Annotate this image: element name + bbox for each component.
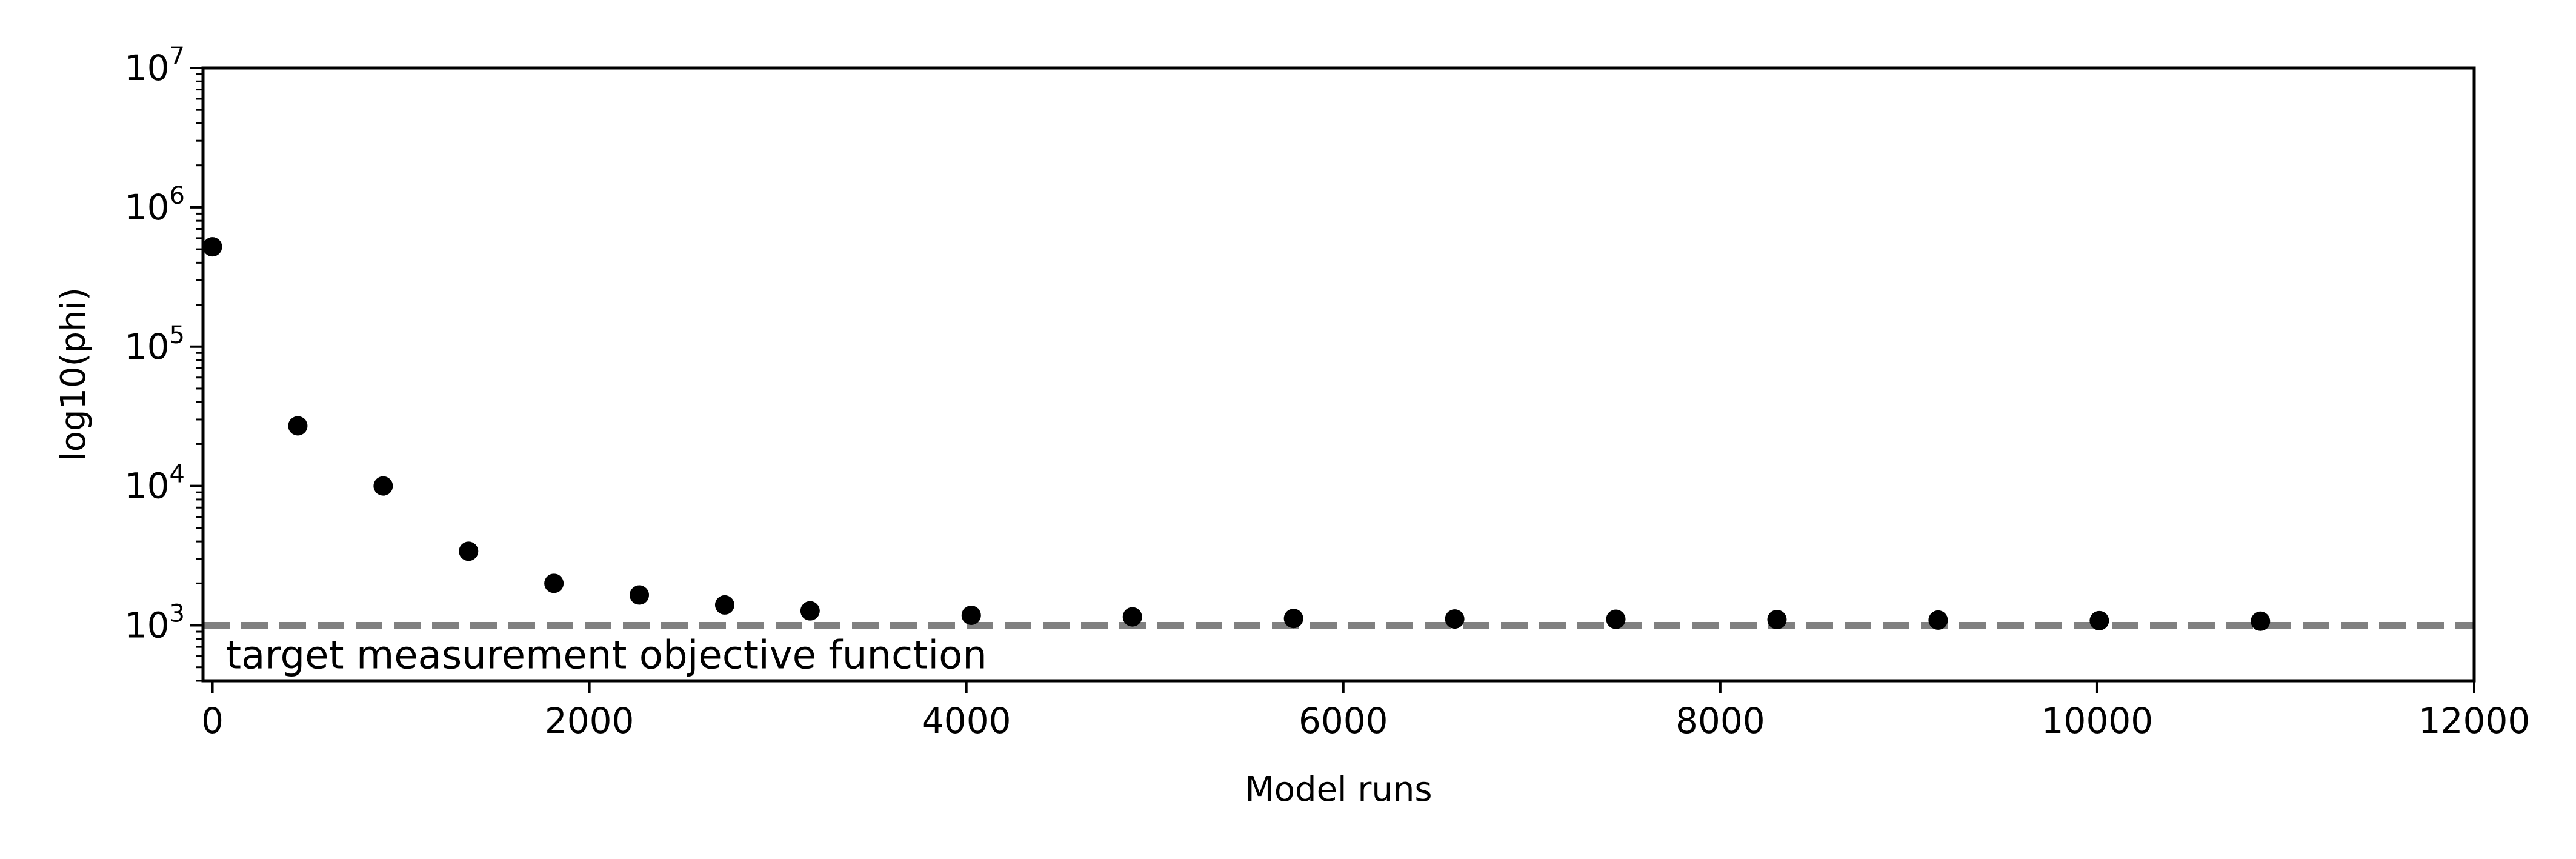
data-point — [1283, 609, 1303, 629]
data-point — [2251, 611, 2271, 631]
data-point — [202, 237, 222, 257]
x-tick-label: 0 — [201, 700, 224, 741]
y-tick-label: 107 — [125, 42, 185, 89]
y-tick-exponent: 7 — [170, 42, 185, 70]
y-tick-label: 106 — [125, 182, 185, 228]
data-points — [202, 237, 2271, 631]
y-axis-label: log10(phi) — [54, 287, 93, 461]
data-point — [2089, 610, 2109, 630]
data-point — [800, 601, 820, 621]
y-tick-exponent: 6 — [170, 182, 185, 210]
data-point — [459, 541, 479, 561]
y-tick-base: 10 — [125, 187, 170, 228]
data-point — [1122, 607, 1142, 627]
data-point — [961, 605, 981, 625]
x-tick-label: 6000 — [1299, 700, 1388, 741]
data-point — [1928, 610, 1948, 630]
x-axis-ticks: 0 2000 4000 6000 8000 10000 12000 — [201, 681, 2530, 741]
reference-line-label: target measurement objective function — [226, 633, 987, 678]
x-tick-label: 12000 — [2418, 700, 2531, 741]
x-tick-label: 8000 — [1676, 700, 1765, 741]
y-tick-label: 105 — [125, 321, 185, 367]
data-point — [288, 416, 308, 436]
data-point — [373, 476, 393, 496]
data-point — [1606, 609, 1626, 629]
x-tick-label: 4000 — [922, 700, 1011, 741]
y-tick-base: 10 — [125, 605, 170, 646]
x-tick-label: 10000 — [2042, 700, 2154, 741]
data-point — [544, 573, 564, 593]
y-tick-base: 10 — [125, 47, 170, 89]
data-point — [714, 595, 734, 615]
y-tick-exponent: 3 — [170, 600, 185, 628]
data-point — [1445, 609, 1465, 629]
plot-area-frame — [201, 66, 2476, 683]
y-tick-exponent: 5 — [170, 321, 185, 349]
y-tick-base: 10 — [125, 326, 170, 367]
y-tick-label: 104 — [125, 461, 185, 507]
y-tick-label: 103 — [125, 600, 185, 646]
y-tick-exponent: 4 — [170, 461, 185, 489]
x-tick-label: 2000 — [545, 700, 634, 741]
x-axis-label: Model runs — [1245, 770, 1432, 809]
y-tick-base: 10 — [125, 466, 170, 507]
data-point — [1767, 610, 1787, 630]
data-point — [630, 585, 650, 605]
